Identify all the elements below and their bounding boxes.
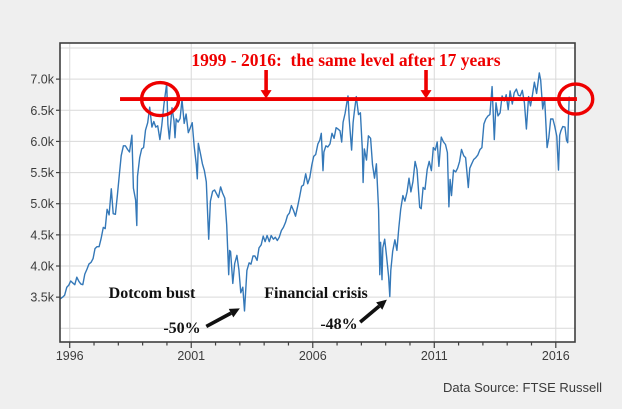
red-down-arrow-head xyxy=(420,90,432,99)
tick-labels: 1996 2001 2006 2011 2016 3.5k 4.0k 4.5k 5.0k 5.5k… xyxy=(30,73,569,363)
y-tick-label: 6.0k xyxy=(30,135,54,149)
axis-frame-and-ticks xyxy=(56,42,576,348)
black-arrow-head xyxy=(376,299,387,310)
x-tick-label: 2006 xyxy=(299,349,327,363)
y-tick-label: 4.5k xyxy=(30,228,54,242)
plot-area xyxy=(60,43,575,342)
y-tick-label: 6.5k xyxy=(30,104,54,118)
data-source-label: Data Source: FTSE Russell xyxy=(443,380,602,395)
annotation-dotcom-bust: Dotcom bust xyxy=(109,285,196,302)
annotation-crisis-pct: -48% xyxy=(320,316,357,333)
y-tick-label: 7.0k xyxy=(30,73,54,87)
plot-frame xyxy=(59,42,576,343)
x-tick-label: 2001 xyxy=(177,349,205,363)
x-tick-label: 2016 xyxy=(542,349,570,363)
price-line xyxy=(59,72,570,312)
black-arrow-shaft xyxy=(205,311,232,329)
annotation-financial-crisis: Financial crisis xyxy=(264,285,368,302)
y-tick-label: 4.0k xyxy=(30,260,54,274)
y-tick-label: 3.5k xyxy=(30,291,54,305)
chart-title: 1999 - 2016: the same level after 17 yea… xyxy=(191,50,500,70)
y-tick-label: 5.0k xyxy=(30,197,54,211)
y-tick-label: 5.5k xyxy=(30,166,54,180)
red-down-arrow-head xyxy=(260,90,272,99)
black-arrow-shaft xyxy=(358,304,381,324)
black-arrow-head xyxy=(228,308,240,318)
x-tick-label: 2011 xyxy=(421,349,448,363)
annotation-dotcom-pct: -50% xyxy=(163,320,200,337)
price-line-series xyxy=(59,72,570,312)
reference-line-overlay xyxy=(120,70,595,329)
reference-circle-2016 xyxy=(557,82,595,116)
x-tick-label: 1996 xyxy=(56,349,84,363)
reference-circle-1999 xyxy=(139,80,181,118)
